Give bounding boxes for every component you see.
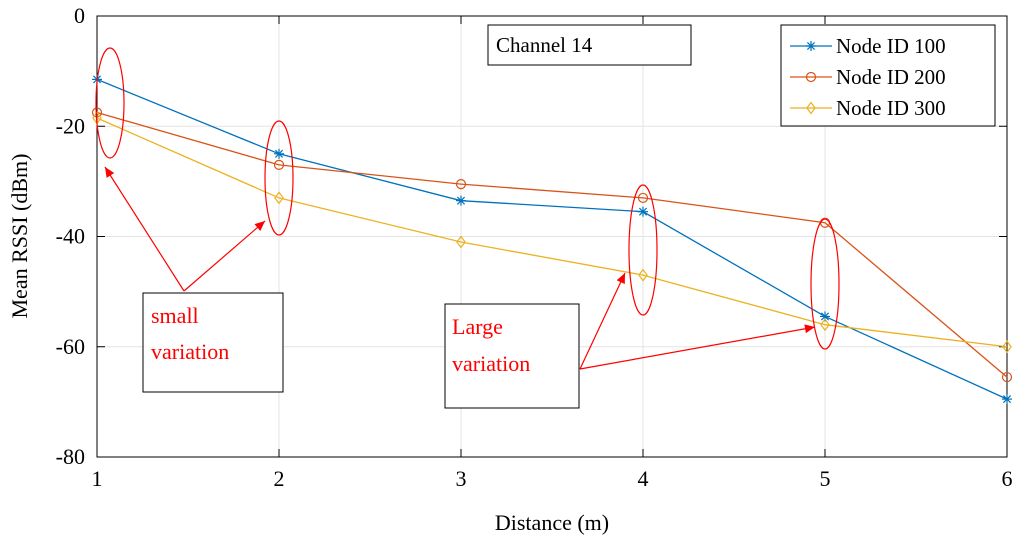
x-tick-label: 2 (274, 466, 285, 491)
x-tick-label: 1 (92, 466, 103, 491)
highlight-ellipse (810, 218, 840, 350)
arrow-head (105, 167, 115, 178)
legend-label: Node ID 200 (836, 65, 946, 89)
x-tick-label: 6 (1002, 466, 1013, 491)
arrow-head (254, 221, 265, 231)
legend-marker (806, 101, 816, 115)
annotation-arrow (579, 326, 816, 370)
y-tick-label: -80 (56, 444, 85, 469)
series-point-2 (1001, 371, 1013, 383)
large-variation-box (444, 303, 580, 409)
x-tick-label: 5 (820, 466, 831, 491)
series-line-1 (96, 78, 1008, 400)
large-variation-line1: Large (452, 314, 503, 339)
large-variation-line2: variation (452, 351, 530, 376)
series-point-3 (638, 268, 648, 282)
series-point-3 (820, 318, 830, 332)
series-layer (91, 74, 1013, 405)
arrow-head (616, 273, 625, 284)
axis-ticks: 1 2 3 4 5 6 0 -20 -40 -60 -80 (56, 3, 1013, 491)
legend-label: Node ID 100 (836, 34, 946, 58)
series-point-3 (274, 191, 284, 205)
small-variation-line2: variation (151, 339, 229, 364)
series-point-3 (1002, 340, 1012, 354)
channel-box (487, 24, 692, 66)
series-point-1 (638, 206, 648, 217)
series-point-2 (637, 192, 649, 204)
small-variation-line1: small (151, 303, 199, 328)
series-line-3 (96, 117, 1008, 348)
series-point-3 (456, 235, 466, 249)
x-tick-label: 4 (638, 466, 649, 491)
series-point-1 (1002, 394, 1012, 405)
annotation-arrow (579, 272, 626, 370)
y-tick-label: -40 (56, 224, 85, 249)
small-variation-box (142, 292, 284, 393)
series-point-2 (455, 179, 467, 190)
annotation-arrow (183, 220, 266, 292)
highlight-ellipse (628, 184, 658, 316)
annotation-arrow (104, 166, 185, 292)
y-tick-label: -20 (56, 113, 85, 138)
arrow-head (804, 324, 815, 334)
series-point-1 (456, 195, 466, 206)
series-line-2 (96, 111, 1008, 378)
legend-marker (806, 41, 816, 51)
legend-label: Node ID 300 (836, 96, 946, 120)
legend: Node ID 100 Node ID 200 Node ID 300 (780, 24, 996, 127)
channel-label: Channel 14 (496, 33, 593, 57)
series-point-1 (820, 311, 830, 322)
legend-marker (805, 71, 817, 83)
y-tick-label: 0 (74, 3, 85, 28)
x-axis-label: Distance (m) (495, 510, 609, 535)
highlight-ellipse (95, 47, 125, 159)
annotations (95, 47, 840, 370)
x-tick-label: 3 (456, 466, 467, 491)
y-tick-label: -60 (56, 334, 85, 359)
series-point-1 (274, 148, 284, 159)
highlight-ellipse (264, 120, 294, 236)
y-axis-label: Mean RSSI (dBm) (7, 154, 32, 319)
series-point-2 (273, 159, 285, 170)
legend-box (780, 24, 996, 127)
